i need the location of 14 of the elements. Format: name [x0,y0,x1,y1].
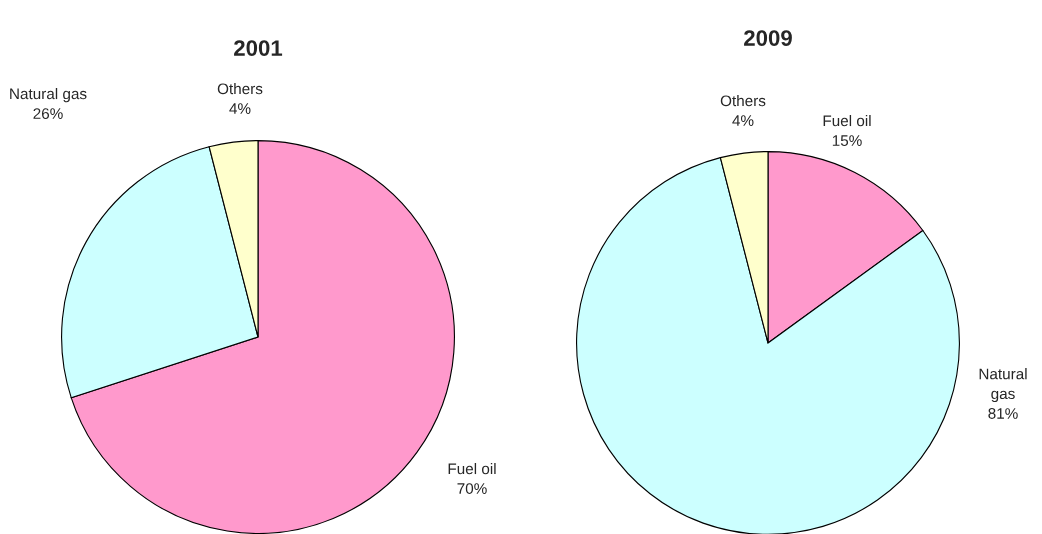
data-label: 81% [988,408,1018,419]
slice-label: Others [217,82,263,95]
data-label: 15% [832,135,862,146]
data-label: 4% [229,103,251,114]
data-label: 4% [732,115,754,126]
slice-label: Fuel oil [823,114,871,127]
chart-title: 2009 [744,30,792,46]
slice-label: Others [720,94,766,107]
slice-label: Natural gas [10,87,87,103]
slice-label: Fuel oil [448,462,496,475]
data-label: 70% [457,483,487,494]
chart-title: 2001 [234,40,283,56]
slice-label: Natural gas [979,368,1027,403]
data-label: 26% [33,108,63,119]
